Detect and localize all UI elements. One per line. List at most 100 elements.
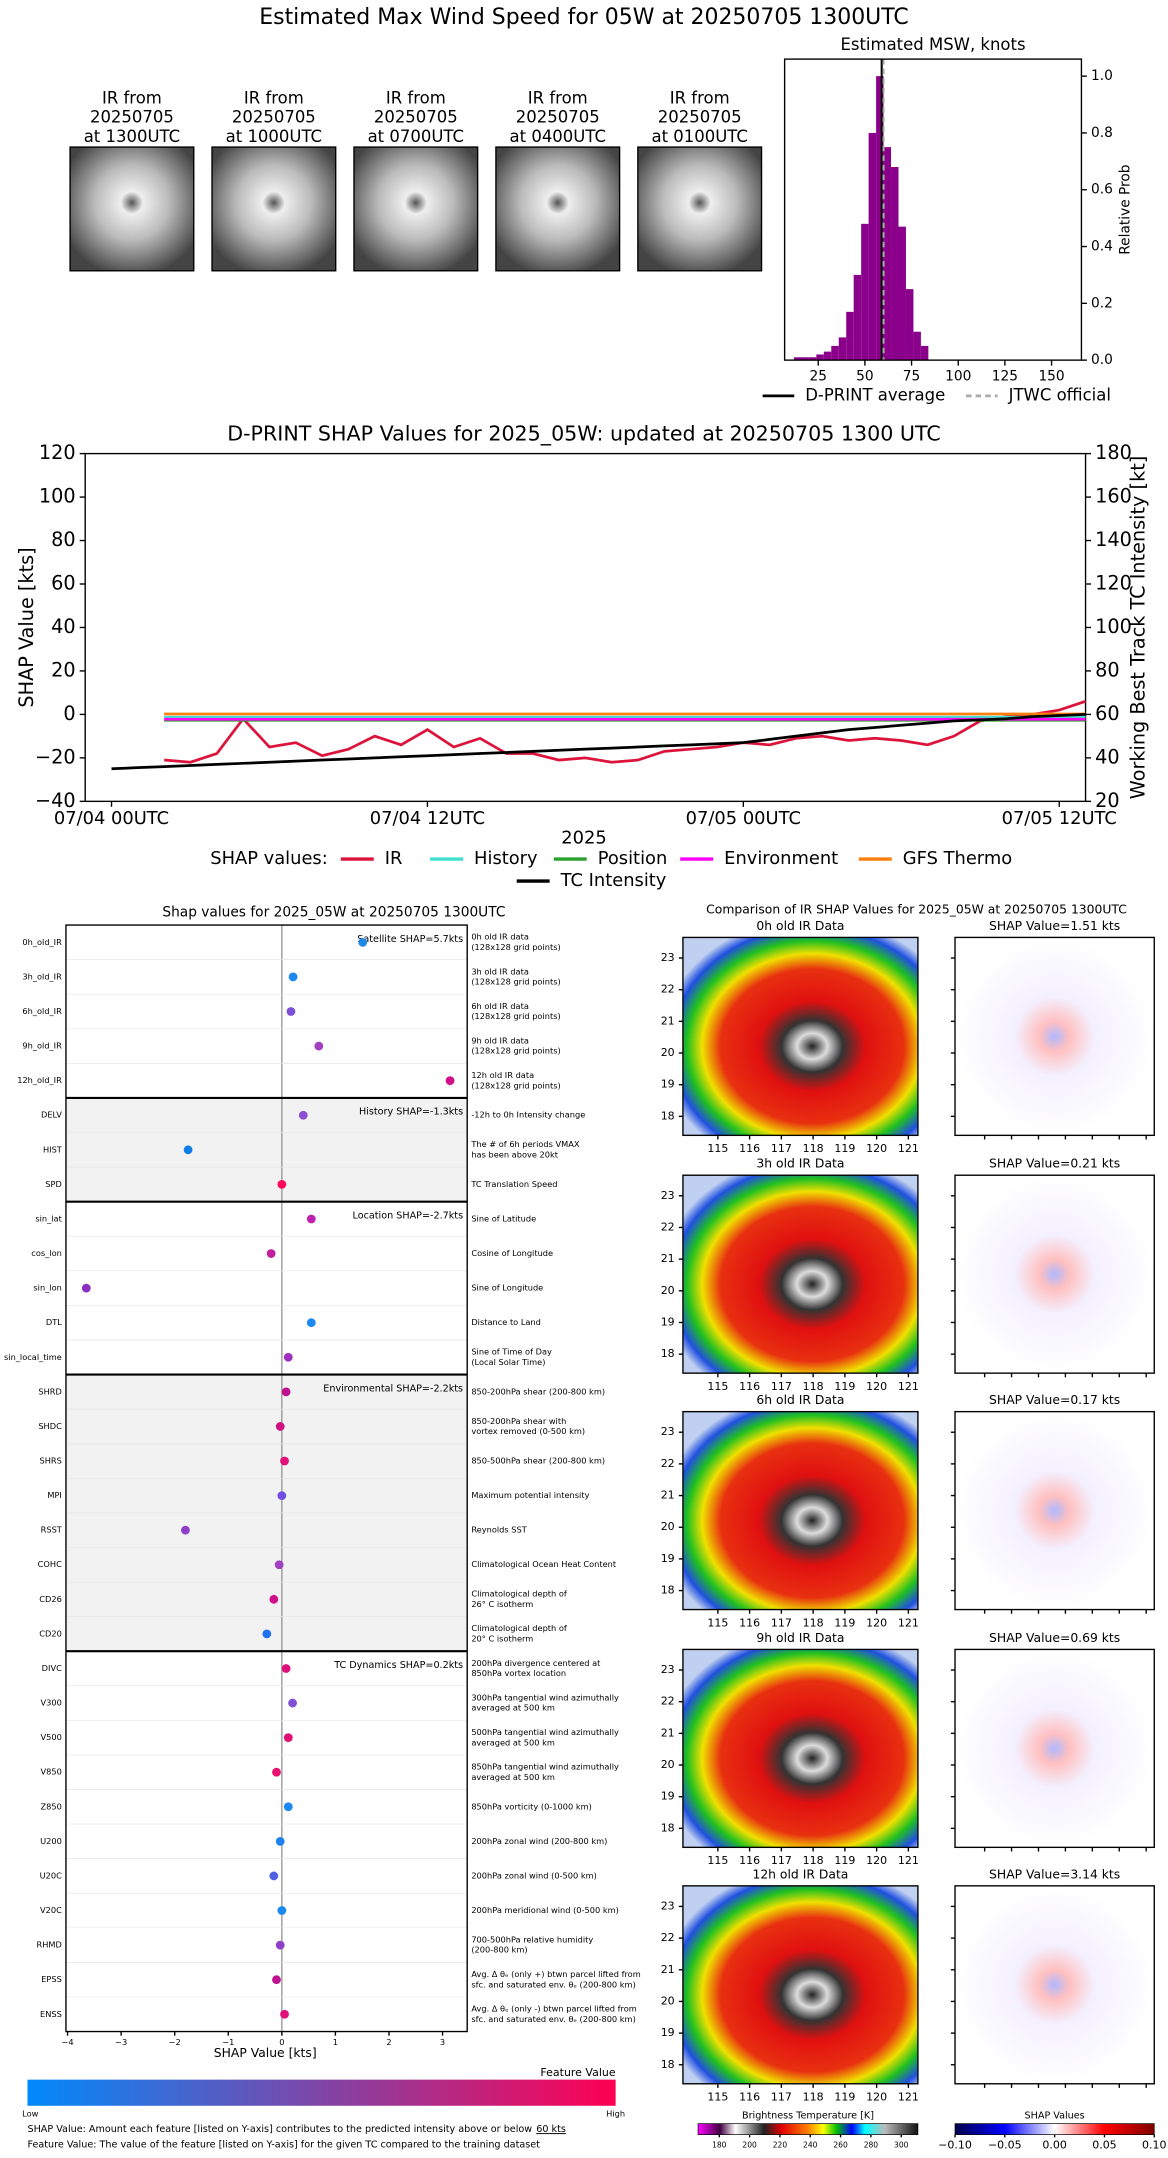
ir-map xyxy=(682,1885,919,2085)
lat-tick-label: 21 xyxy=(661,1014,675,1027)
lon-tick-label: 121 xyxy=(898,1380,919,1393)
feature-description: TC Translation Speed xyxy=(470,1179,557,1189)
lat-tick-label: 18 xyxy=(661,2058,675,2071)
ir-image xyxy=(637,146,763,272)
shap-dot xyxy=(288,972,298,982)
group-band xyxy=(65,1201,468,1375)
colorbar-tick-label: 0.05 xyxy=(1092,2139,1116,2152)
comparison-title: Comparison of IR SHAP Values for 2025_05… xyxy=(706,902,1127,916)
panel-title: SHAP Value=1.51 kts xyxy=(989,919,1120,933)
thumbnail-label: at 0400UTC xyxy=(510,127,606,146)
lon-tick-label: 120 xyxy=(866,1142,887,1155)
lon-tick-label: 120 xyxy=(866,1616,887,1629)
colorbar-tick-label: 0.00 xyxy=(1042,2139,1066,2152)
legend-label: D-PRINT average xyxy=(805,385,945,404)
feature-description: 850-500hPa shear (200-800 km) xyxy=(471,1456,605,1466)
chart-title: Shap values for 2025_05W at 20250705 130… xyxy=(162,905,505,921)
x-tick-label: 125 xyxy=(992,369,1018,385)
shap-dot xyxy=(81,1283,91,1293)
bar xyxy=(793,357,802,361)
x-tick-label: −2 xyxy=(169,2037,181,2047)
y-tick-label: 0.4 xyxy=(1091,239,1113,255)
shap-dot xyxy=(275,1940,285,1950)
y-tick-label: 40 xyxy=(51,615,75,638)
y2-tick-label: 120 xyxy=(1095,571,1132,594)
lat-tick-label: 21 xyxy=(661,1489,675,1502)
lat-tick-label: 19 xyxy=(661,1552,675,1565)
colorbar-tick-label: 260 xyxy=(833,2141,848,2150)
x-tick-label: 07/04 00UTC xyxy=(54,808,169,829)
lat-tick-label: 21 xyxy=(661,1726,675,1739)
x-tick-label: 100 xyxy=(945,369,971,385)
colorbar-tick-label: 0.10 xyxy=(1142,2139,1166,2152)
y2-tick-label: 40 xyxy=(1095,745,1119,768)
bar xyxy=(920,345,929,361)
y2-tick-label: 140 xyxy=(1095,528,1132,551)
bar xyxy=(816,354,824,361)
feature-label: V500 xyxy=(40,1732,61,1742)
lon-tick-label: 115 xyxy=(707,1616,728,1629)
colorbar-title: Brightness Temperature [K] xyxy=(742,2110,874,2121)
y-tick-label: 1.0 xyxy=(1091,68,1113,84)
x-tick-label: 07/04 12UTC xyxy=(370,808,485,829)
shap-dot xyxy=(269,1871,279,1881)
y-tick-label: 120 xyxy=(39,441,76,464)
page-title: Estimated Max Wind Speed for 05W at 2025… xyxy=(259,5,908,30)
feature-description: (128x128 grid points) xyxy=(471,1080,560,1090)
lon-tick-label: 121 xyxy=(898,1142,919,1155)
panel-title: SHAP Value=0.21 kts xyxy=(989,1157,1120,1171)
y-tick-label: 100 xyxy=(39,485,76,508)
plot-frame xyxy=(783,58,1083,361)
footnote: SHAP Value: Amount each feature [listed … xyxy=(27,2124,565,2135)
colorbar-tick-label: 200 xyxy=(742,2141,757,2150)
lon-tick-label: 120 xyxy=(866,1854,887,1867)
thumbnail-label: 20250705 xyxy=(516,108,600,127)
y-tick-label: 0.2 xyxy=(1091,295,1113,311)
colorbar xyxy=(27,2079,616,2106)
footnote-text: Feature Value: The value of the feature … xyxy=(27,2139,540,2150)
feature-description: 850hPa vortex location xyxy=(471,1668,566,1678)
bar xyxy=(846,311,854,361)
chart-title: D-PRINT SHAP Values for 2025_05W: update… xyxy=(227,421,940,446)
lon-tick-label: 118 xyxy=(803,1380,824,1393)
colorbar-title: Feature Value xyxy=(540,2066,615,2079)
lon-tick-label: 121 xyxy=(898,1616,919,1629)
lat-tick-label: 19 xyxy=(661,1315,675,1328)
footnote-text: SHAP Value: Amount each feature [listed … xyxy=(27,2124,532,2135)
shap-dot xyxy=(306,1214,316,1224)
shap-dot xyxy=(306,1318,316,1328)
feature-label: RSST xyxy=(41,1525,63,1535)
plot-area xyxy=(784,59,1082,361)
bar xyxy=(905,289,914,361)
lon-tick-label: 120 xyxy=(866,1380,887,1393)
bar xyxy=(876,76,884,361)
bar xyxy=(883,147,892,361)
legend-label: Environment xyxy=(724,848,838,869)
feature-description: (128x128 grid points) xyxy=(471,1046,560,1056)
feature-description: 300hPa tangential wind azimuthally xyxy=(471,1692,619,1702)
shap-dot xyxy=(277,1179,287,1189)
group-band xyxy=(65,925,468,1098)
lon-tick-label: 119 xyxy=(834,1380,855,1393)
feature-description: 6h old IR data xyxy=(471,1001,529,1011)
panel-title: 9h old IR Data xyxy=(756,1631,844,1645)
shap-map xyxy=(954,1648,1155,1849)
thumbnail-label: 20250705 xyxy=(658,108,742,127)
feature-description: Avg. Δ θₑ (only +) btwn parcel lifted fr… xyxy=(471,1969,640,1979)
feature-description: 20° C isotherm xyxy=(471,1634,533,1644)
x-tick-label: 2 xyxy=(386,2037,391,2047)
plot-frame xyxy=(65,924,468,2033)
lon-tick-label: 117 xyxy=(771,1854,792,1867)
feature-description: Avg. Δ θₑ (only -) btwn parcel lifted fr… xyxy=(471,2004,636,2014)
feature-description: sfc. and saturated env. θₑ (200-800 km) xyxy=(471,1979,635,1989)
thumbnail-label: 20250705 xyxy=(90,108,174,127)
feature-label: MPI xyxy=(47,1490,61,1500)
feature-description: (128x128 grid points) xyxy=(471,942,560,952)
y-tick-label: 0.8 xyxy=(1091,125,1113,141)
series-line xyxy=(111,713,1086,771)
y-tick-label: 80 xyxy=(51,528,75,551)
ir-map xyxy=(682,1648,919,1849)
feature-description: 0h old IR data xyxy=(471,932,529,942)
thumbnail-label: at 1000UTC xyxy=(226,127,322,146)
feature-description: 850-200hPa shear with xyxy=(471,1416,566,1426)
